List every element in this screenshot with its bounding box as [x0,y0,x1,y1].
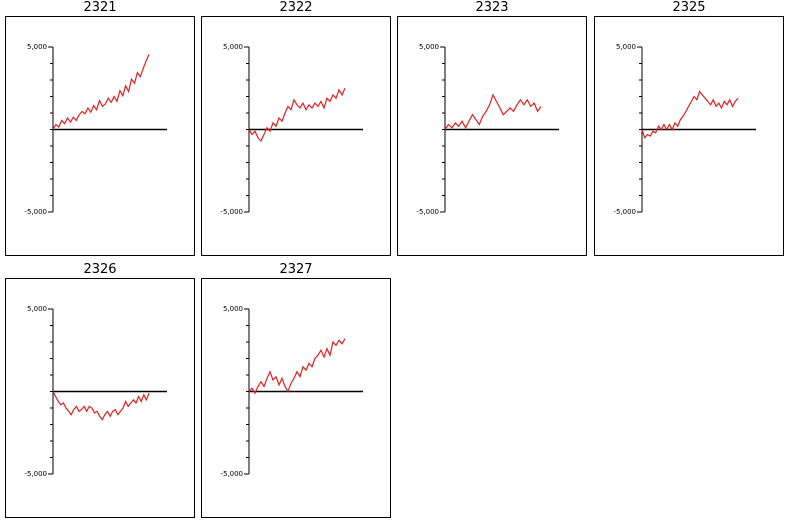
chart-area: 5,000 -5,000 [594,16,784,256]
chart-area: 5,000 -5,000 [201,16,391,256]
series-line [641,90,739,140]
chart-area: 5,000 -5,000 [397,16,587,256]
series-line [248,338,346,395]
panel-frame [5,16,195,256]
chart-area: 5,000 -5,000 [5,278,195,518]
chart-title: 2323 [475,0,509,15]
y-tick-label-bottom: -5,000 [613,208,636,216]
series-line [248,88,346,143]
y-tick-label-bottom: -5,000 [24,470,47,478]
panel-frame [201,278,391,518]
y-tick-label-top: 5,000 [223,305,243,313]
series-line [52,54,150,130]
panel-frame [594,16,784,256]
chart-title: 2326 [83,262,117,277]
panel-frame [201,16,391,256]
panel-frame [5,278,195,518]
y-tick-label-top: 5,000 [419,43,439,51]
chart-area: 5,000 -5,000 [201,278,391,518]
y-tick-label-bottom: -5,000 [416,208,439,216]
y-tick-label-top: 5,000 [27,43,47,51]
chart-title: 2321 [83,0,117,15]
series-line [52,391,150,421]
chart-title: 2322 [279,0,313,15]
series-line [444,93,542,130]
y-tick-label-bottom: -5,000 [24,208,47,216]
chart-title: 2325 [672,0,706,15]
y-tick-label-top: 5,000 [616,43,636,51]
chart-title: 2327 [279,262,313,277]
panel-frame [397,16,587,256]
y-tick-label-bottom: -5,000 [220,208,243,216]
y-tick-label-top: 5,000 [27,305,47,313]
y-tick-label-top: 5,000 [223,43,243,51]
chart-area: 5,000 -5,000 [5,16,195,256]
y-tick-label-bottom: -5,000 [220,470,243,478]
